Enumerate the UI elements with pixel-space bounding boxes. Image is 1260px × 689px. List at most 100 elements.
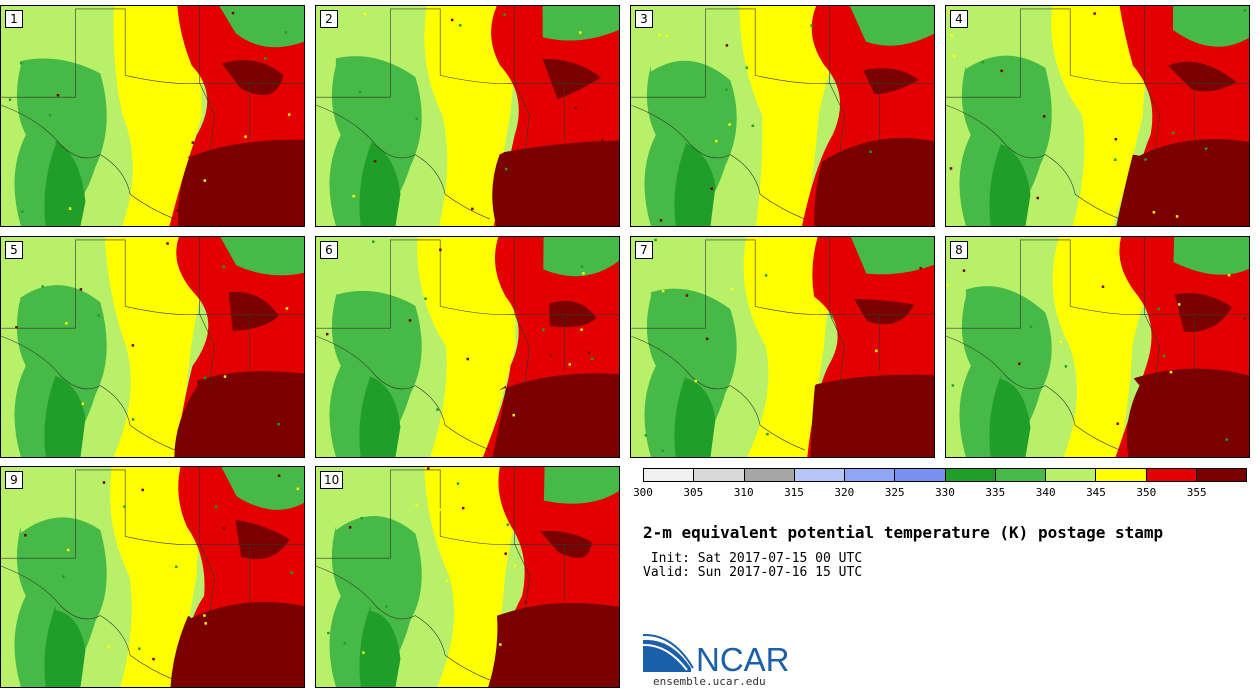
field-speckle <box>1243 317 1246 320</box>
boundary-line <box>316 335 490 451</box>
boundary-line <box>755 306 845 386</box>
field-speckle <box>946 284 949 287</box>
boundary-line <box>829 237 934 371</box>
field-darkred-core <box>1116 139 1249 226</box>
boundary-line <box>631 104 805 220</box>
boundary-line <box>1070 75 1160 155</box>
field-speckle <box>1137 402 1141 405</box>
field-speckle <box>688 180 692 184</box>
field-speckle <box>131 155 135 158</box>
boundary-line <box>514 6 619 140</box>
field-speckle <box>503 13 506 16</box>
boundary-line <box>1144 6 1249 140</box>
field-speckle <box>524 600 528 604</box>
stamp-panel-6: 6 <box>315 236 620 458</box>
init-time: Init: Sat 2017-07-15 00 UTC <box>643 551 863 566</box>
field-darkgreen-region <box>44 140 86 226</box>
field-darkgreen-region <box>674 375 716 457</box>
field-yellow-band <box>104 237 217 457</box>
field-speckle <box>661 289 665 293</box>
field-speckle <box>285 307 289 310</box>
colorbar-ticks: 300 305 310 315 320 325 330 335 340 345 350 355 <box>633 486 1247 500</box>
field-speckle <box>1029 325 1033 328</box>
field-speckle <box>327 631 330 635</box>
field-speckle <box>751 265 754 269</box>
colorbar-swatch <box>1046 469 1097 481</box>
field-speckle <box>574 106 577 110</box>
state-boundaries <box>316 237 619 451</box>
stamp-panel-10: 10 <box>315 466 620 688</box>
field-speckle <box>568 363 572 366</box>
colorbar-tick-label: 350 <box>1136 486 1157 499</box>
boundary-line <box>316 469 441 559</box>
field-speckle <box>1169 370 1173 374</box>
field-speckle <box>1177 303 1181 306</box>
field-speckle <box>264 57 267 60</box>
stamp-map <box>1 237 304 457</box>
boundary-line <box>1 335 175 451</box>
field-speckle <box>62 575 65 578</box>
field-speckle <box>450 18 454 22</box>
field-speckle <box>290 571 293 575</box>
field-speckle <box>227 378 230 381</box>
state-boundaries <box>1 467 304 681</box>
stamp-number: 7 <box>635 241 653 259</box>
field-speckle <box>256 446 260 449</box>
field-speckle <box>705 337 709 341</box>
stamp-map <box>316 6 619 226</box>
field-speckle <box>438 508 442 511</box>
field-speckle <box>513 564 517 567</box>
colorbar-swatch <box>1146 469 1197 481</box>
field-speckle <box>176 209 179 212</box>
valid-time: Valid: Sun 2017-07-16 15 UTC <box>643 565 863 580</box>
field-speckle <box>377 190 380 193</box>
field-speckle <box>408 319 412 322</box>
field-speckle <box>343 642 347 645</box>
boundary-line <box>946 104 1120 220</box>
field-speckle <box>175 565 178 569</box>
field-darkred-core <box>1126 368 1249 457</box>
field-speckle <box>751 124 755 127</box>
state-boundaries <box>316 6 619 220</box>
field-green-region <box>329 515 422 687</box>
field-speckle <box>659 219 663 222</box>
field-darkred-patch <box>235 519 290 560</box>
field-darkred-patch <box>542 58 602 100</box>
ncar-logo: NCAR <box>643 633 790 676</box>
colorbar-swatch <box>644 469 695 481</box>
field-speckle <box>415 117 419 120</box>
colorbar-tick-label: 355 <box>1186 486 1207 499</box>
field-speckle <box>41 285 45 288</box>
field-speckle <box>499 643 502 646</box>
boundary-line <box>199 467 304 601</box>
field-speckle <box>1114 138 1118 141</box>
field-speckle <box>348 526 352 529</box>
boundary-line <box>125 306 215 386</box>
colorbar-swatch <box>694 469 745 481</box>
field-darkred-core <box>488 602 619 687</box>
field-speckle <box>952 54 956 58</box>
plot-title: 2-m equivalent potential temperature (K)… <box>643 523 1164 542</box>
stamp-panel-1: 1 <box>0 5 305 227</box>
field-darkred-patch <box>863 68 919 95</box>
field-speckle <box>949 167 953 170</box>
boundary-line <box>1 565 175 681</box>
field-speckle <box>1101 285 1105 289</box>
field-speckle <box>1144 158 1147 161</box>
colorbar-swatch <box>845 469 896 481</box>
field-darkgreen-region <box>989 143 1031 226</box>
field-speckle <box>138 647 141 650</box>
boundary-line <box>1070 306 1160 386</box>
field-speckle <box>352 194 355 198</box>
boundary-line <box>514 237 619 371</box>
colorbar-tick-label: 300 <box>633 486 653 499</box>
field-speckle <box>644 434 648 437</box>
boundary-line <box>1 239 126 329</box>
field-ne-green <box>1173 6 1249 47</box>
field-speckle <box>191 141 195 144</box>
field-speckle <box>445 579 449 582</box>
field-speckle <box>512 413 515 417</box>
field-speckle <box>135 331 138 335</box>
boundary-line <box>946 335 1120 451</box>
field-speckle <box>287 113 291 116</box>
